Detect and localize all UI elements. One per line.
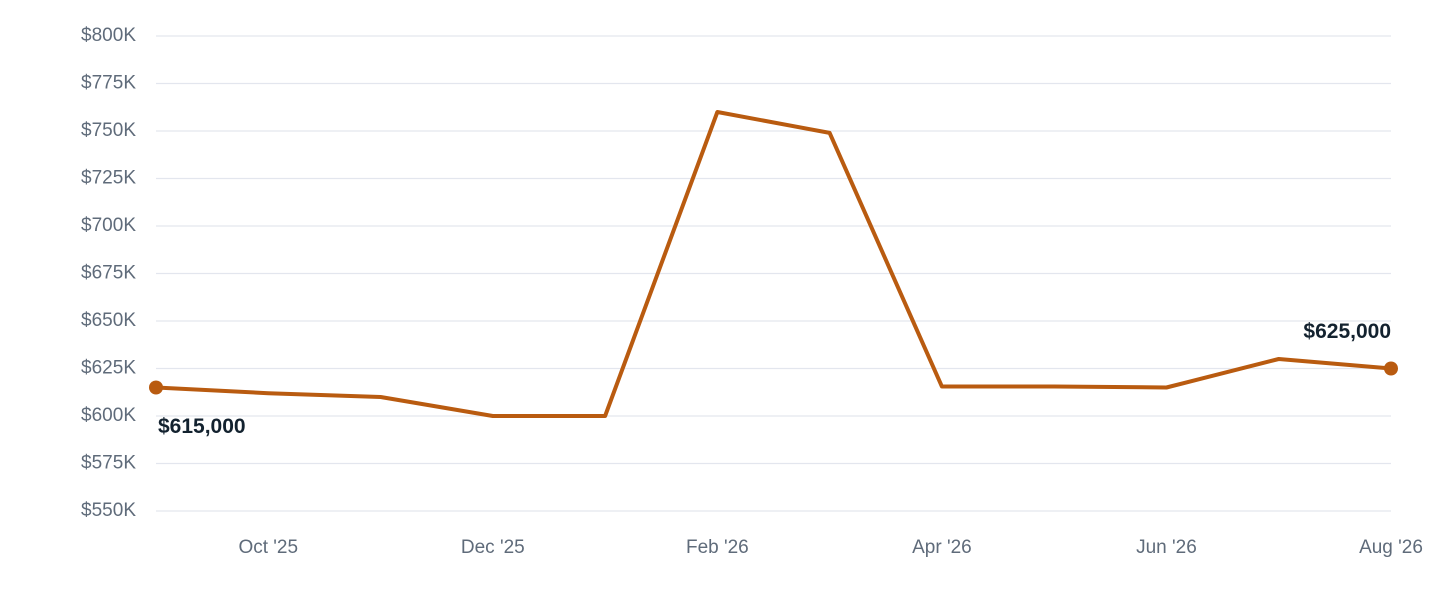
data-label: $615,000 <box>158 415 246 438</box>
x-tick-label: Feb '26 <box>686 537 749 558</box>
y-tick-label: $550K <box>81 500 136 521</box>
y-tick-label: $725K <box>81 168 136 189</box>
line <box>155 110 1392 418</box>
x-tick-label: Dec '25 <box>461 537 525 558</box>
x-tick-label: Aug '26 <box>1359 537 1423 558</box>
x-tick-label: Apr '26 <box>912 537 972 558</box>
data-label: $625,000 <box>1303 320 1391 343</box>
point-marker <box>1384 361 1398 376</box>
y-tick-label: $600K <box>81 405 136 426</box>
y-tick-label: $800K <box>81 25 136 46</box>
y-tick-label: $675K <box>81 263 136 284</box>
x-tick-label: Oct '25 <box>238 537 298 558</box>
y-tick-label: $775K <box>81 73 136 94</box>
y-tick-label: $750K <box>81 120 136 141</box>
point-marker <box>149 380 163 395</box>
x-tick-label: Jun '26 <box>1136 537 1197 558</box>
y-tick-label: $575K <box>81 453 136 474</box>
y-tick-label: $650K <box>81 310 136 331</box>
y-tick-label: $700K <box>81 215 136 236</box>
y-tick-label: $625K <box>81 358 136 379</box>
